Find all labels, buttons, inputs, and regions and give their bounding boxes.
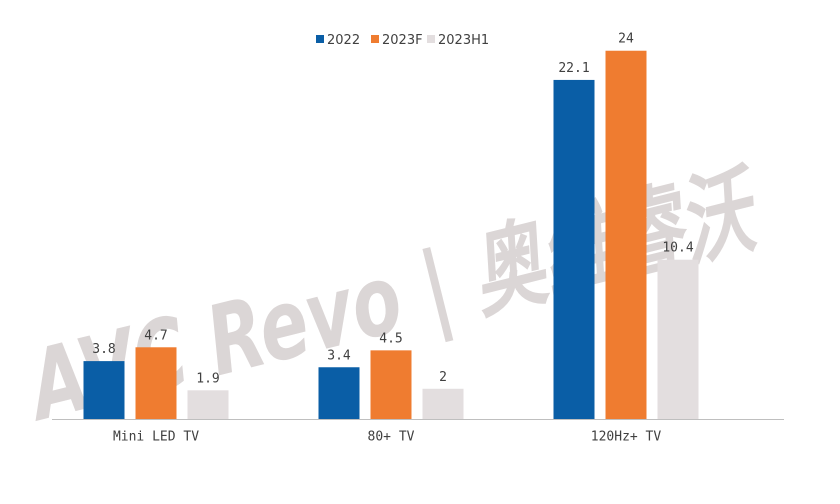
legend-label-2022: 2022 bbox=[327, 33, 360, 48]
bar-2022-1 bbox=[318, 367, 360, 420]
data-label-2023h1-2: 10.4 bbox=[662, 241, 693, 256]
bar-2022-2 bbox=[553, 79, 595, 420]
category-label-2: 120Hz+ TV bbox=[591, 430, 662, 445]
legend-swatch-2023f bbox=[371, 35, 379, 43]
bar-2022-0 bbox=[83, 361, 125, 420]
legend-swatch-2022 bbox=[316, 35, 324, 43]
data-label-2022-0: 3.8 bbox=[92, 342, 115, 357]
data-label-2023f-2: 24 bbox=[618, 32, 634, 47]
bar-2023h1-2 bbox=[657, 259, 699, 420]
legend-swatch-2023h1 bbox=[427, 35, 435, 43]
bar-2023f-1 bbox=[370, 350, 412, 420]
data-label-2022-2: 22.1 bbox=[558, 61, 589, 76]
legend-label-2023h1: 2023H1 bbox=[438, 33, 489, 48]
bar-2023h1-0 bbox=[187, 390, 229, 420]
bar-2023f-0 bbox=[135, 347, 177, 420]
bar-2023h1-1 bbox=[422, 388, 464, 420]
data-label-2023f-0: 4.7 bbox=[144, 328, 167, 343]
legend-label-2023f: 2023F bbox=[382, 33, 423, 48]
data-label-2023f-1: 4.5 bbox=[379, 331, 402, 346]
category-label-0: Mini LED TV bbox=[113, 430, 199, 445]
data-label-2023h1-0: 1.9 bbox=[196, 371, 219, 386]
data-label-2023h1-1: 2 bbox=[439, 370, 447, 385]
bar-2023f-2 bbox=[605, 50, 647, 420]
data-label-2022-1: 3.4 bbox=[327, 348, 351, 363]
category-label-1: 80+ TV bbox=[368, 430, 415, 445]
legend: 2022 2023F 2023H1 bbox=[316, 33, 489, 48]
bars-layer bbox=[83, 50, 699, 420]
labels-layer: 3.8 4.7 1.9 Mini LED TV 3.4 4.5 2 80+ TV 22.1 24 1… bbox=[92, 32, 694, 445]
